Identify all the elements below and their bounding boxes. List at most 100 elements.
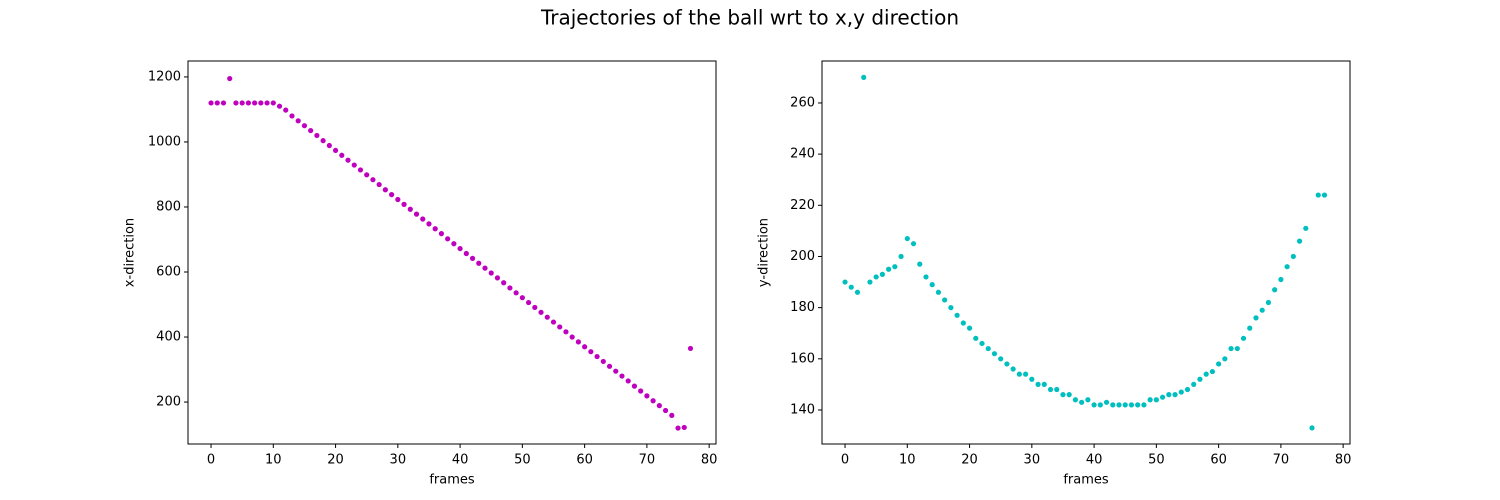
point — [842, 279, 848, 285]
point — [357, 167, 364, 173]
point — [886, 266, 892, 272]
point — [1228, 345, 1234, 352]
x-tick-label: 0 — [841, 453, 849, 468]
point — [1172, 392, 1178, 398]
point — [1315, 192, 1321, 198]
point — [532, 304, 538, 311]
point — [463, 250, 469, 257]
point — [1041, 381, 1047, 387]
figure-title: Trajectories of the ball wrt to x,y dire… — [540, 6, 959, 30]
point — [569, 334, 575, 340]
x-tick-label: 30 — [1024, 453, 1041, 468]
x-axis-label: frames — [429, 473, 475, 488]
point — [588, 349, 594, 355]
y-tick-label: 140 — [790, 402, 815, 417]
point — [1029, 376, 1035, 382]
point — [1153, 397, 1159, 403]
point — [1303, 225, 1309, 231]
x-tick-label: 40 — [452, 453, 469, 468]
point — [638, 388, 644, 394]
x-tick-label: 60 — [1210, 453, 1227, 468]
point — [954, 312, 960, 318]
point — [687, 345, 694, 352]
point — [395, 196, 401, 203]
point — [948, 305, 954, 311]
point — [550, 319, 557, 325]
point — [1309, 425, 1315, 431]
axes-frame — [187, 60, 717, 445]
point — [973, 335, 979, 341]
point — [525, 299, 532, 306]
point — [1035, 381, 1041, 387]
point — [1253, 315, 1259, 321]
point — [407, 206, 413, 212]
point — [1079, 399, 1085, 405]
point — [1066, 392, 1072, 398]
point — [1141, 402, 1147, 408]
point — [923, 274, 929, 280]
x-tick-label: 0 — [207, 453, 215, 468]
point — [476, 260, 482, 266]
point — [594, 353, 600, 360]
point — [1265, 299, 1272, 306]
point — [1184, 386, 1191, 393]
point — [339, 152, 345, 158]
point — [1122, 402, 1128, 408]
point — [295, 118, 301, 124]
y-tick-label: 400 — [156, 330, 181, 345]
point — [457, 245, 463, 252]
point — [308, 127, 314, 134]
point — [220, 100, 227, 106]
point — [966, 325, 973, 331]
point — [1240, 335, 1247, 341]
axes-frame — [821, 60, 1351, 445]
point — [332, 147, 339, 154]
point — [264, 100, 270, 106]
point — [283, 107, 289, 113]
point — [519, 295, 525, 301]
point — [544, 314, 550, 320]
point — [1259, 307, 1265, 313]
point — [917, 261, 923, 267]
point — [979, 340, 985, 347]
point — [389, 192, 395, 198]
point — [613, 368, 619, 374]
point — [301, 123, 308, 129]
point — [1272, 287, 1278, 293]
point — [326, 142, 332, 149]
point — [252, 100, 258, 106]
point — [935, 289, 942, 295]
y-tick-label: 1000 — [148, 134, 181, 149]
point — [451, 241, 457, 247]
point — [1010, 366, 1016, 372]
point — [227, 75, 233, 82]
point — [861, 74, 867, 80]
point — [420, 216, 426, 222]
point — [631, 383, 638, 389]
point — [669, 412, 675, 418]
point — [401, 201, 407, 207]
point — [1278, 276, 1284, 283]
point — [1166, 392, 1172, 398]
point — [929, 282, 935, 288]
y-tick-label: 800 — [156, 199, 181, 214]
point — [1147, 397, 1153, 403]
point — [370, 177, 376, 183]
point — [314, 132, 320, 139]
point — [619, 373, 625, 379]
x-tick-label: 80 — [1335, 453, 1352, 468]
point — [1023, 371, 1029, 377]
point — [848, 284, 854, 290]
point — [1047, 386, 1054, 393]
point — [563, 329, 569, 335]
x-axis-label: frames — [1063, 473, 1109, 488]
y-tick-label: 260 — [790, 95, 815, 110]
point — [942, 297, 948, 303]
point — [1097, 402, 1103, 408]
y-tick-label: 220 — [790, 198, 815, 213]
point — [1222, 356, 1228, 362]
y-tick-label: 240 — [790, 147, 815, 162]
point — [600, 358, 606, 365]
point — [239, 100, 245, 106]
